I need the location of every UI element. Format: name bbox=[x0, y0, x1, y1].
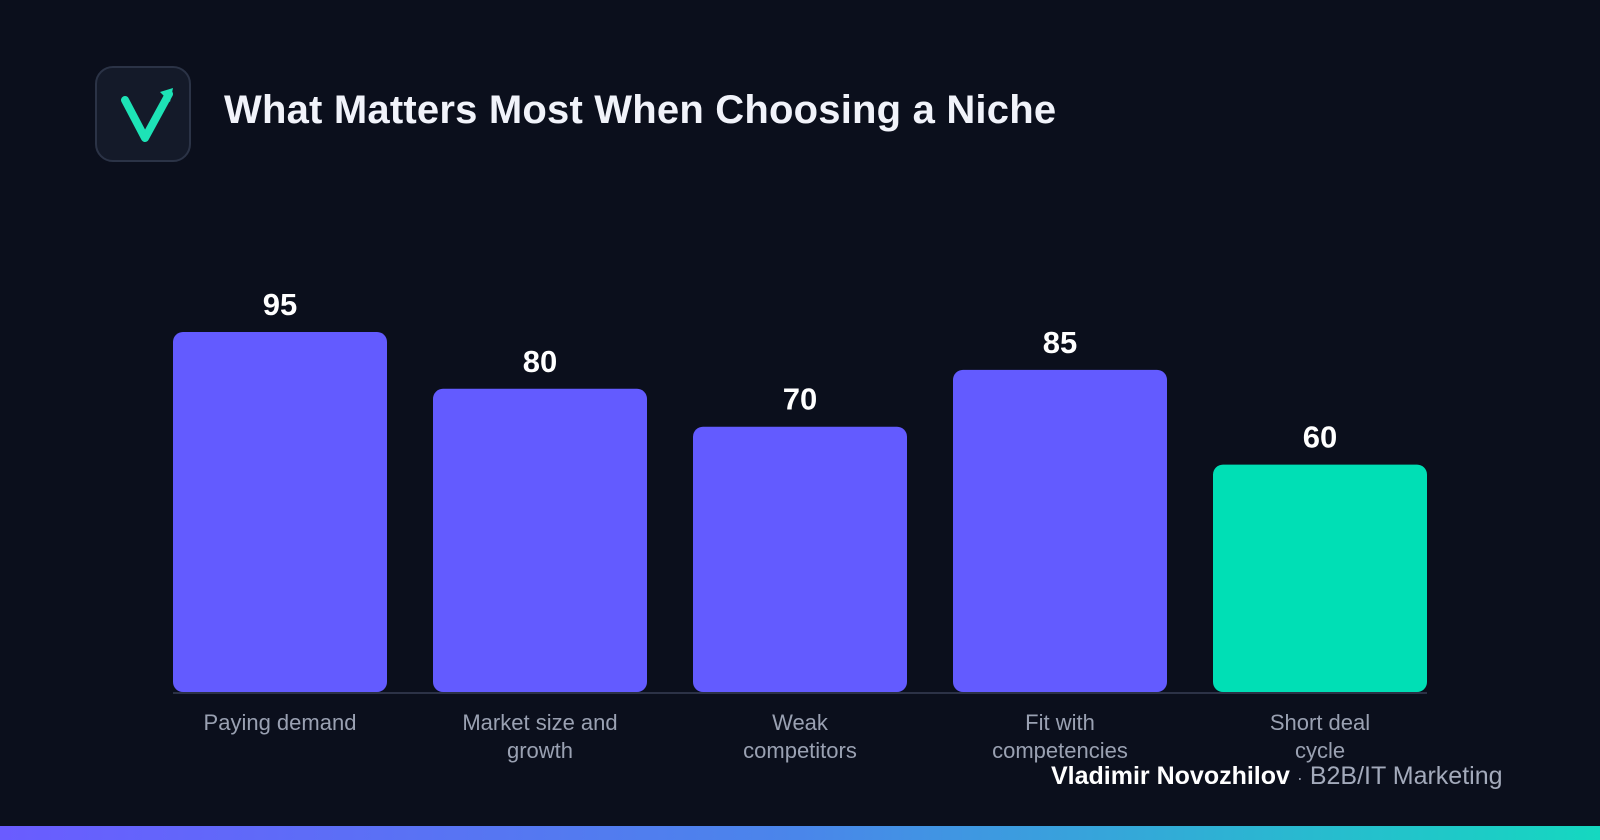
bar-value-label-0: 95 bbox=[263, 287, 297, 322]
category-label-3: Fit with competencies bbox=[992, 710, 1128, 763]
bar-1 bbox=[433, 388, 647, 692]
gradient-bottom-bar bbox=[0, 826, 1600, 840]
author-role: B2B/IT Marketing bbox=[1309, 762, 1503, 790]
bar-2 bbox=[693, 426, 907, 692]
bar-value-label-3: 85 bbox=[1043, 325, 1077, 360]
category-label-4: Short deal cycle bbox=[1269, 710, 1371, 763]
bar-value-label-2: 70 bbox=[783, 382, 817, 417]
bar-3 bbox=[953, 369, 1167, 692]
author-credit: Vladimir Novozhilov · B2B/IT Marketing bbox=[1051, 762, 1503, 791]
category-label-0: Paying demand bbox=[203, 710, 357, 735]
author-name: Vladimir Novozhilov bbox=[1051, 762, 1290, 790]
bar-4 bbox=[1213, 464, 1427, 692]
category-label-1: Market size and growth bbox=[462, 710, 618, 763]
credit-separator: · bbox=[1296, 768, 1303, 788]
bar-value-label-4: 60 bbox=[1303, 420, 1337, 455]
logo-badge bbox=[95, 66, 191, 162]
bar-0 bbox=[173, 331, 387, 692]
checkmark-arrow-logo-icon bbox=[121, 88, 173, 142]
category-label-2: Weak competitors bbox=[743, 710, 857, 763]
bar-value-label-1: 80 bbox=[523, 344, 557, 379]
page-title: What Matters Most When Choosing a Niche bbox=[224, 88, 1057, 132]
